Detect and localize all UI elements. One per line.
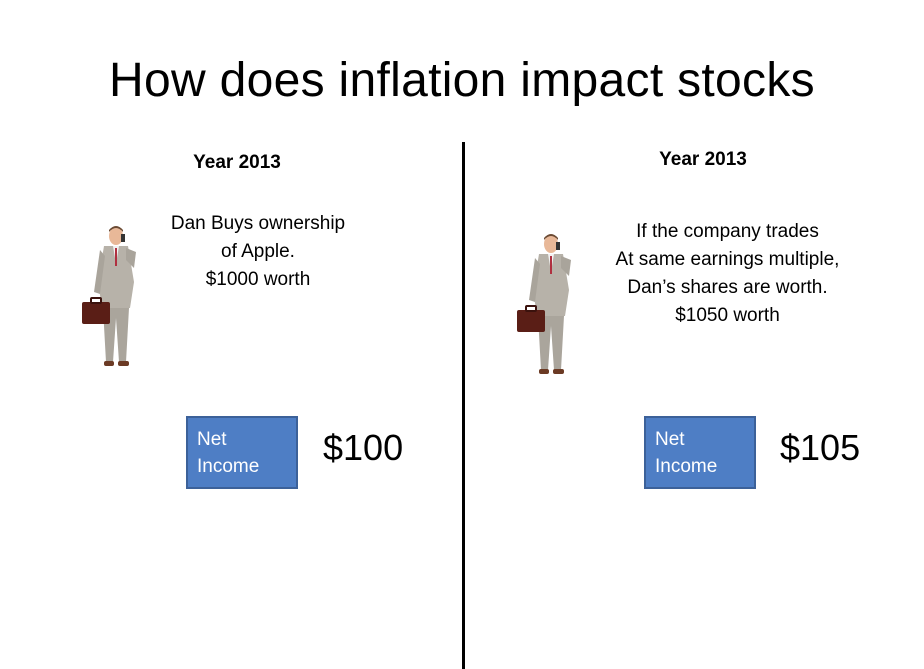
description: If the company trades At same earnings m… [590,218,865,330]
net-income-value: $100 [323,427,404,468]
net-income-label: Income [655,456,718,477]
slide-title: How does inflation impact stocks [109,54,815,107]
net-income-box: Net Income [644,416,756,489]
description-line: Dan Buys ownership [170,213,346,234]
businessman-icon [82,226,136,366]
description-line: At same earnings multiple, [615,249,840,270]
description-line: of Apple. [221,241,295,262]
net-income-label: Income [197,456,260,477]
description-line: Dan’s shares are worth. [627,277,828,298]
year-label: Year 2013 [193,152,281,173]
left-panel: Year 2013 Dan Buys owne [82,152,404,489]
right-panel: Year 2013 If the company trades At same … [465,0,924,669]
description: Dan Buys ownership of Apple. $1000 worth [145,210,371,294]
vertical-divider [462,142,465,669]
description-line: $1000 worth [205,269,311,290]
description-line: If the company trades [636,221,819,242]
net-income-box: Net Income [186,416,298,489]
net-income-label: Net [655,429,685,450]
year-label: Year 2013 [659,149,747,170]
net-income-value: $105 [780,427,861,468]
net-income-label: Net [197,429,227,450]
description-line: $1050 worth [675,305,780,326]
businessman-icon [517,234,571,374]
